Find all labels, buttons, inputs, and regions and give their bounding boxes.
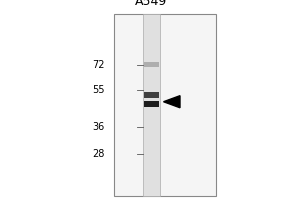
Text: 36: 36	[93, 122, 105, 132]
Text: 28: 28	[93, 149, 105, 159]
Text: A549: A549	[135, 0, 168, 8]
Bar	[144, 92, 159, 98]
Bar	[144, 101, 159, 107]
Text: 72: 72	[92, 60, 105, 70]
Polygon shape	[164, 96, 180, 108]
Bar	[144, 62, 159, 67]
Text: 55: 55	[92, 85, 105, 95]
Bar	[142, 14, 160, 196]
Bar	[114, 14, 216, 196]
